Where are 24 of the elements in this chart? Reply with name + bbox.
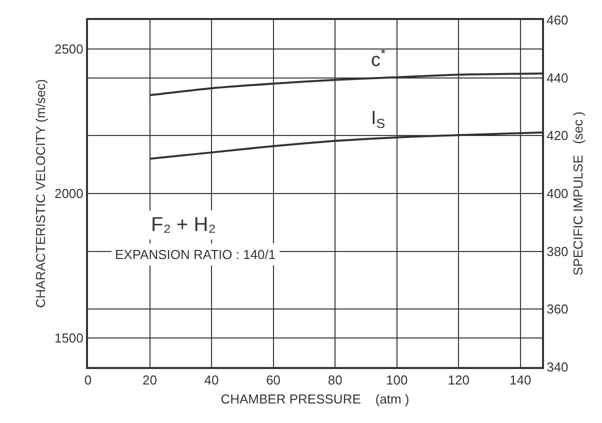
y-axis-title: CHARACTERISTIC VELOCITY (m/sec) bbox=[32, 79, 48, 308]
y2-tick-label: 360 bbox=[546, 302, 568, 317]
y-tick-label: 1500 bbox=[54, 330, 84, 346]
x-tick-label: 20 bbox=[142, 372, 158, 388]
x-tick-label: 80 bbox=[328, 372, 342, 388]
x-tick-label: 40 bbox=[204, 372, 219, 388]
annotation: F₂ + H₂ bbox=[151, 214, 216, 236]
x-tick-label: 140 bbox=[510, 372, 532, 388]
x-tick-label: 120 bbox=[448, 372, 470, 388]
y2-tick-label: 460 bbox=[546, 12, 568, 28]
series-label: I$_{S}$ bbox=[371, 108, 386, 131]
y-tick-label: 2500 bbox=[54, 41, 84, 56]
y2-tick-label: 380 bbox=[546, 244, 568, 259]
y2-axis-title: SPECIFIC IMPULSE (sec ) bbox=[570, 112, 586, 276]
x-tick-label: 0 bbox=[84, 372, 92, 388]
x-tick-label: 100 bbox=[386, 372, 408, 388]
y2-tick-label: 440 bbox=[546, 70, 568, 86]
y-tick-label: 2000 bbox=[54, 186, 84, 202]
x-tick-label: 60 bbox=[266, 372, 281, 388]
y2-tick-label: 420 bbox=[546, 128, 568, 144]
annotation: EXPANSION RATIO : 140/1 bbox=[115, 247, 276, 262]
x-axis-title: CHAMBER PRESSURE (atm ) bbox=[220, 392, 410, 407]
y2-tick-label: 400 bbox=[546, 186, 568, 202]
y2-tick-label: 340 bbox=[546, 360, 568, 375]
